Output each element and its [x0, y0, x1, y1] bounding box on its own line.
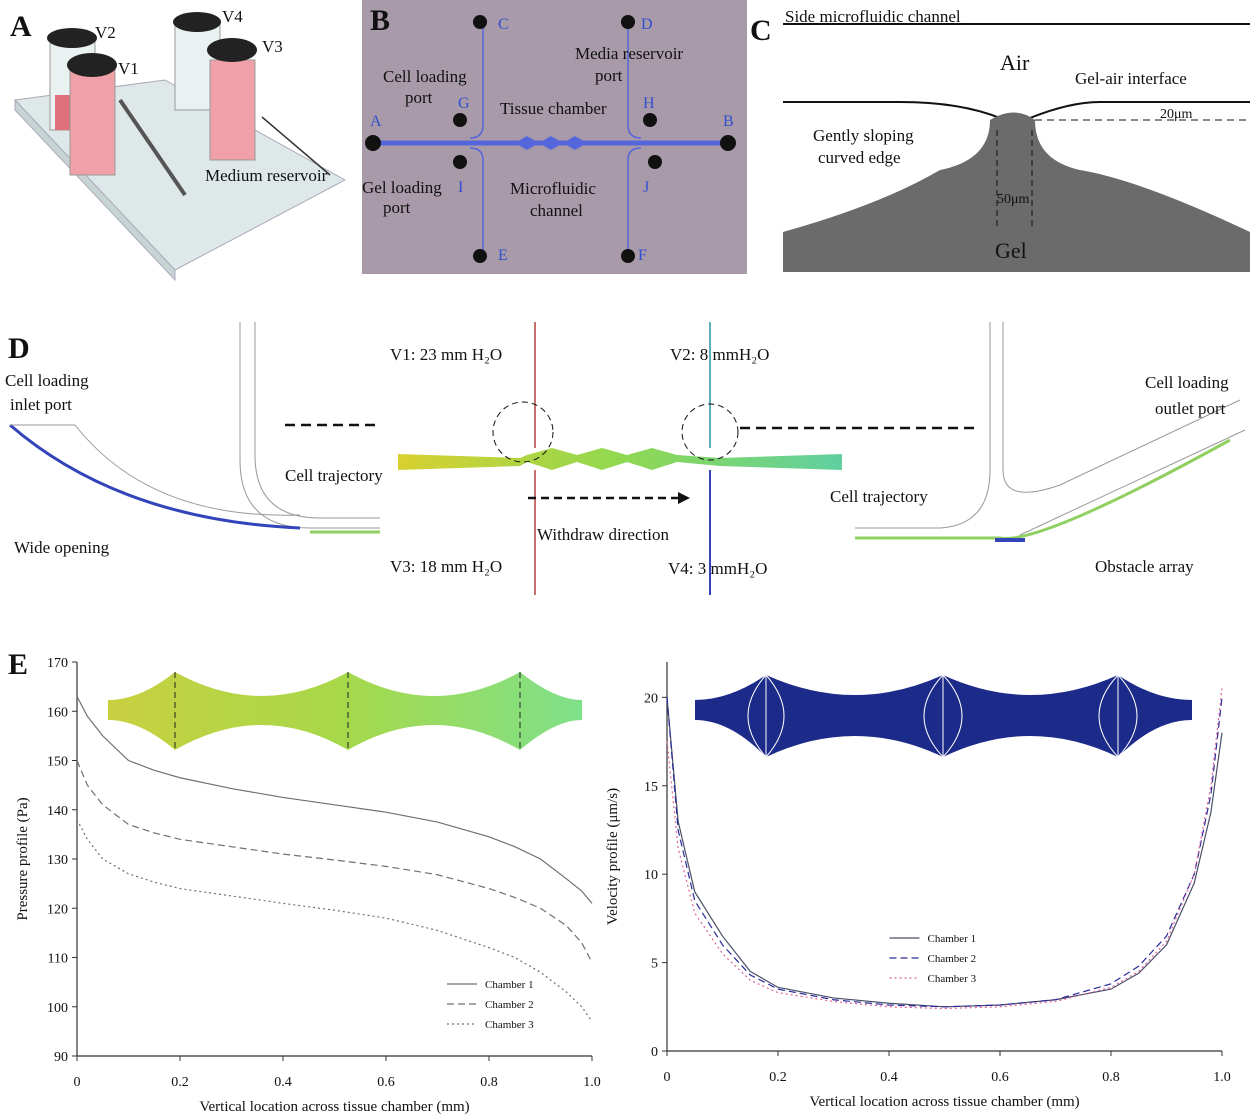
- y-axis-label: Pressure profile (Pa): [15, 797, 31, 920]
- y-tick-label: 5: [651, 957, 658, 972]
- y-tick-label: 160: [47, 705, 68, 720]
- label: Cell trajectory: [285, 466, 383, 485]
- label: 20μm: [1160, 107, 1193, 122]
- label: V4: [222, 7, 243, 26]
- y-tick-label: 130: [47, 853, 68, 868]
- panel-d-drawing: [10, 322, 1245, 595]
- label: A: [370, 113, 382, 130]
- x-tick-label: 0.8: [480, 1075, 498, 1090]
- label: Medium reservoir: [205, 166, 328, 185]
- label: E: [498, 247, 508, 264]
- label: outlet port: [1155, 399, 1226, 418]
- label: Media reservoir: [575, 44, 683, 63]
- label: B: [723, 113, 734, 130]
- panel-letter: D: [8, 332, 30, 365]
- y-tick-label: 150: [47, 755, 68, 770]
- label: Cell trajectory: [830, 487, 928, 506]
- figure: A V2 V4 V3 V1 Medium reservoir B C D Med…: [0, 0, 1255, 1114]
- label: V2: [95, 23, 116, 42]
- x-axis-label: Vertical location across tissue chamber …: [809, 1094, 1079, 1110]
- y-tick-label: 100: [47, 1001, 68, 1016]
- label: Wide opening: [14, 538, 110, 557]
- label: Tissue chamber: [500, 99, 607, 118]
- label: F: [638, 247, 647, 264]
- panel-a-drawing: [15, 12, 345, 280]
- label: Gel loading: [362, 178, 442, 197]
- label: Air: [1000, 50, 1030, 75]
- label: channel: [530, 201, 583, 220]
- label: J: [643, 179, 649, 196]
- label: Cell loading: [1145, 373, 1229, 392]
- label: Cell loading: [5, 371, 89, 390]
- x-tick-label: 0.4: [880, 1070, 898, 1085]
- y-tick-label: 110: [48, 952, 68, 967]
- x-tick-label: 0.4: [274, 1075, 292, 1090]
- x-tick-label: 0.2: [171, 1075, 189, 1090]
- panel-letter: A: [10, 10, 32, 43]
- y-tick-label: 140: [47, 804, 68, 819]
- legend-label: Chamber 2: [485, 999, 534, 1011]
- label: V1: 23 mm H₂O: [390, 345, 502, 364]
- label: G: [458, 95, 470, 112]
- x-tick-label: 0: [664, 1070, 671, 1085]
- x-tick-label: 0: [74, 1075, 81, 1090]
- label: port: [405, 88, 433, 107]
- x-tick-label: 0.8: [1102, 1070, 1120, 1085]
- x-tick-label: 0.6: [377, 1075, 395, 1090]
- y-tick-label: 15: [644, 780, 658, 795]
- label: V1: [118, 59, 139, 78]
- legend-label: Chamber 3: [928, 973, 977, 985]
- y-tick-label: 0: [651, 1045, 658, 1060]
- panel-letter: B: [370, 4, 390, 37]
- series-line: [77, 820, 592, 1022]
- x-tick-label: 1.0: [1213, 1070, 1231, 1085]
- panel-e-insets: [108, 672, 1192, 757]
- panel-letter: E: [8, 648, 28, 681]
- label: Withdraw direction: [537, 525, 669, 544]
- label: V3: 18 mm H₂O: [390, 557, 502, 576]
- label: port: [595, 66, 623, 85]
- label: inlet port: [10, 395, 72, 414]
- legend-label: Chamber 1: [485, 979, 534, 991]
- x-axis-label: Vertical location across tissue chamber …: [199, 1099, 469, 1114]
- label: Gel: [995, 238, 1027, 263]
- label: V2: 8 mmH₂O: [670, 345, 769, 364]
- x-tick-label: 1.0: [583, 1075, 601, 1090]
- x-tick-label: 0.6: [991, 1070, 1009, 1085]
- label: Cell loading: [383, 67, 467, 86]
- legend-label: Chamber 1: [928, 933, 977, 945]
- label: I: [458, 179, 463, 196]
- label: H: [643, 95, 655, 112]
- series-line: [77, 761, 592, 963]
- label: Side microfluidic channel: [785, 7, 961, 26]
- label: port: [383, 198, 411, 217]
- panel-letter: C: [750, 14, 772, 47]
- y-tick-label: 90: [54, 1050, 68, 1065]
- legend-label: Chamber 3: [485, 1019, 534, 1031]
- legend-label: Chamber 2: [928, 953, 977, 965]
- label: Microfluidic: [510, 179, 596, 198]
- label: C: [498, 16, 509, 33]
- label: 50μm: [997, 192, 1030, 207]
- label: curved edge: [818, 148, 901, 167]
- y-tick-label: 170: [47, 656, 68, 671]
- label: D: [641, 16, 653, 33]
- label: Gently sloping: [813, 126, 914, 145]
- x-tick-label: 0.2: [769, 1070, 787, 1085]
- label: Obstacle array: [1095, 557, 1194, 576]
- panel-b-drawing: [362, 0, 747, 274]
- y-tick-label: 120: [47, 902, 68, 917]
- label: V4: 3 mmH₂O: [668, 559, 767, 578]
- y-axis-label: Velocity profile (μm/s): [605, 788, 621, 925]
- y-tick-label: 20: [644, 691, 658, 706]
- label: Gel-air interface: [1075, 69, 1187, 88]
- label: V3: [262, 37, 283, 56]
- y-tick-label: 10: [644, 868, 658, 883]
